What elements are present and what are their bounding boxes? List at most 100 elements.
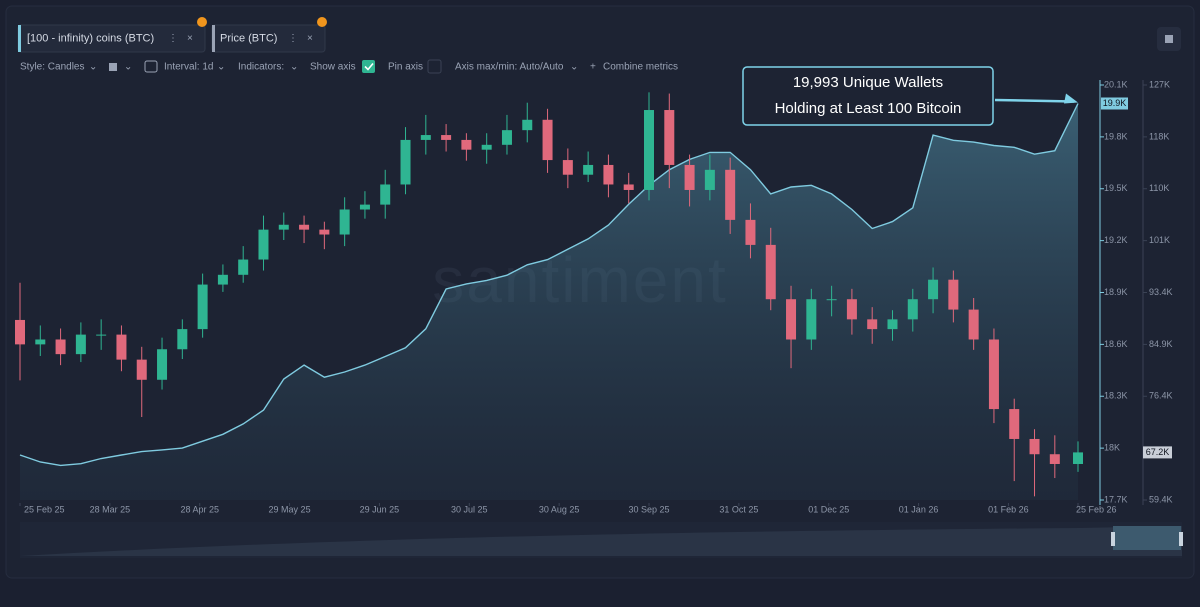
btc-icon (197, 17, 207, 27)
candle-body (299, 224, 310, 230)
tab-marker (18, 25, 21, 52)
candle-body (806, 299, 817, 340)
show-axis-checkbox[interactable] (362, 60, 375, 73)
candle-body (501, 130, 512, 145)
y2-tick-label: 84.9K (1149, 339, 1173, 349)
y-tick-label: 19.8K (1104, 131, 1128, 141)
candle-body (380, 184, 391, 205)
y-tick-label: 18K (1104, 443, 1120, 453)
x-tick-label: 30 Aug 25 (539, 504, 580, 514)
x-tick-label: 29 Jun 25 (360, 504, 400, 514)
color-select[interactable] (109, 63, 117, 71)
style-select[interactable]: Style: Candles (20, 62, 84, 73)
combine-button[interactable]: Combine metrics (603, 62, 678, 73)
navigator-handle[interactable] (1111, 532, 1115, 546)
y-tick-label: 19.5K (1104, 183, 1128, 193)
x-tick-label: 28 Mar 25 (90, 504, 131, 514)
tab-label: [100 - infinity) coins (BTC) (27, 32, 154, 44)
plus-icon: + (590, 62, 596, 73)
annotation-text: Holding at Least 100 Bitcoin (775, 100, 962, 117)
candle-body (238, 259, 249, 275)
candle-body (704, 169, 715, 190)
interval-select[interactable]: Interval: 1d (164, 62, 213, 73)
x-tick-label: 01 Dec 25 (808, 504, 849, 514)
annotation-box (742, 66, 994, 126)
annotation-arrowhead (1064, 93, 1078, 104)
chevron: ⌄ (89, 62, 97, 73)
candle-body (786, 299, 797, 340)
candle-body (1029, 438, 1040, 455)
candle-body (136, 359, 147, 380)
chevron: ⌄ (217, 62, 225, 73)
tab-menu[interactable]: ⋮ (288, 33, 298, 44)
candle-body (157, 349, 168, 380)
last-value-tag (1101, 97, 1128, 110)
x-tick-label: 30 Sep 25 (628, 504, 669, 514)
navigator-area (20, 526, 1182, 556)
tab-marker (212, 25, 215, 52)
annotation-arrow (994, 98, 1075, 103)
candle-body (583, 164, 594, 175)
candle-body (339, 209, 350, 235)
candle-body (217, 274, 228, 285)
show-axis-label: Show axis (310, 62, 356, 73)
candle-body (1073, 452, 1083, 464)
candle-body (988, 339, 999, 410)
pin-axis-checkbox[interactable] (427, 59, 442, 74)
tab-label: Price (BTC) (220, 32, 277, 44)
candle-body (359, 204, 370, 210)
chevron: ⌄ (124, 62, 132, 73)
annotation-text: 19,993 Unique Wallets (793, 74, 943, 91)
candle-body (400, 139, 411, 185)
navigator-window[interactable] (1113, 526, 1181, 550)
candle-body (603, 164, 614, 185)
x-tick-label: 01 Jan 26 (899, 504, 939, 514)
indicators-select[interactable]: Indicators: (238, 62, 284, 73)
candle-body (684, 164, 695, 190)
candle-body (1049, 454, 1060, 464)
candle-body (745, 219, 756, 245)
candle-body (928, 279, 939, 300)
y-tick-label: 17.7K (1104, 494, 1128, 504)
candle-body (441, 135, 452, 140)
chevron: ⌄ (290, 62, 298, 73)
y-tick-label: 19.2K (1104, 235, 1128, 245)
y2-tick-label: 93.4K (1149, 287, 1173, 297)
x-tick-label: 28 Apr 25 (180, 504, 219, 514)
y-tick-label: 20.1K (1104, 79, 1128, 89)
x-tick-label: 31 Oct 25 (719, 504, 758, 514)
candle-body (907, 299, 918, 320)
y2-tick-label: 59.4K (1149, 494, 1173, 504)
navigator-handle[interactable] (1179, 532, 1183, 546)
settings-icon (1165, 35, 1173, 43)
area-fill (20, 103, 1078, 500)
last-value-tag (1143, 446, 1172, 459)
axis-range-select[interactable]: Axis max/min: Auto/Auto (455, 62, 564, 73)
tab-menu[interactable]: ⋮ (168, 33, 178, 44)
y-tick-label: 18.9K (1104, 287, 1128, 297)
candle-body (664, 110, 675, 165)
candle-body (258, 229, 269, 260)
candle-body (461, 139, 472, 150)
tab-close[interactable]: × (187, 33, 193, 44)
candle-body (562, 160, 573, 175)
candle-body (319, 229, 330, 235)
candle-body (420, 135, 431, 140)
y2-tick-label: 118K (1149, 131, 1169, 141)
x-tick-label: 30 Jul 25 (451, 504, 488, 514)
x-tick-label: 25 Feb 25 (24, 504, 65, 514)
y-tick-label: 18.3K (1104, 391, 1128, 401)
candle-body (948, 279, 959, 310)
tab-close[interactable]: × (307, 33, 313, 44)
candle-body (826, 299, 837, 301)
candle-body (522, 119, 533, 131)
y2-tick-label: 110K (1149, 183, 1169, 193)
y2-tick-label: 127K (1149, 79, 1170, 89)
pin-axis-label: Pin axis (388, 62, 423, 73)
candle-body (278, 224, 289, 230)
candle-body (197, 284, 208, 330)
candle-body (75, 334, 86, 355)
chevron: ⌄ (570, 62, 578, 73)
